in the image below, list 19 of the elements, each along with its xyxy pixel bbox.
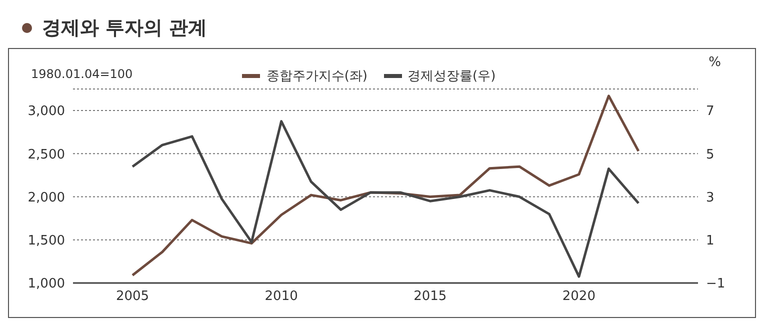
y2-tick-label: 5 bbox=[706, 147, 714, 162]
legend-label: 경제성장률(우) bbox=[406, 68, 496, 85]
chart-title: 경제와 투자의 관계 bbox=[42, 16, 208, 41]
x-tick-label: 2010 bbox=[264, 289, 298, 304]
y2-tick-label: 1 bbox=[706, 234, 714, 249]
y2-axis-title: % bbox=[708, 55, 721, 70]
y2-tick-label: 3 bbox=[706, 190, 714, 206]
y-tick-label: 1,000 bbox=[28, 276, 65, 292]
x-tick-label: 2015 bbox=[414, 289, 447, 304]
y-tick-label: 1,500 bbox=[28, 234, 65, 249]
y2-tick-label: −1 bbox=[706, 276, 726, 292]
y2-tick-label: 7 bbox=[706, 104, 714, 120]
y-tick-label: 2,500 bbox=[28, 147, 65, 162]
y-tick-label: 2,000 bbox=[28, 190, 65, 206]
y-tick-label: 3,000 bbox=[28, 104, 65, 120]
y-axis-title: 1980.01.04=100 bbox=[31, 67, 133, 81]
x-tick-label: 2005 bbox=[116, 289, 150, 304]
legend-label: 종합주가지수(좌) bbox=[265, 68, 368, 85]
x-tick-label: 2020 bbox=[562, 289, 596, 304]
